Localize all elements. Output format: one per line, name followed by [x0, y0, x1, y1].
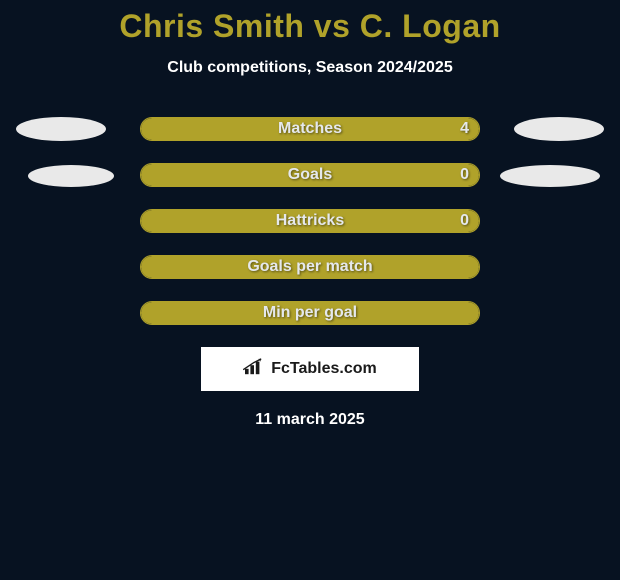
stat-value: 0	[460, 212, 469, 230]
stats-area: Matches 4 Goals 0 Hattricks 0 Goals per match M…	[0, 117, 620, 325]
stat-label: Matches	[278, 120, 342, 138]
player-left-marker	[16, 117, 106, 141]
stat-label: Min per goal	[263, 304, 357, 322]
stat-row: Goals per match	[0, 255, 620, 279]
stat-row: Min per goal	[0, 301, 620, 325]
brand-box[interactable]: FcTables.com	[201, 347, 419, 391]
stat-bar: Goals per match	[140, 255, 480, 279]
stat-label: Goals per match	[247, 258, 372, 276]
player-right-marker	[500, 165, 600, 187]
stat-bar: Hattricks 0	[140, 209, 480, 233]
stat-row: Goals 0	[0, 163, 620, 187]
player-left-marker	[28, 165, 114, 187]
stat-value: 4	[460, 120, 469, 138]
stat-row: Hattricks 0	[0, 209, 620, 233]
player-right-marker	[514, 117, 604, 141]
stat-bar: Matches 4	[140, 117, 480, 141]
stat-label: Goals	[288, 166, 332, 184]
stat-label: Hattricks	[276, 212, 344, 230]
stat-row: Matches 4	[0, 117, 620, 141]
stat-bar: Min per goal	[140, 301, 480, 325]
brand-text: FcTables.com	[271, 360, 377, 378]
footer-date: 11 march 2025	[0, 411, 620, 429]
stat-bar: Goals 0	[140, 163, 480, 187]
stat-value: 0	[460, 166, 469, 184]
page-subtitle: Club competitions, Season 2024/2025	[0, 59, 620, 77]
page-title: Chris Smith vs C. Logan	[0, 0, 620, 45]
chart-icon	[243, 358, 265, 381]
